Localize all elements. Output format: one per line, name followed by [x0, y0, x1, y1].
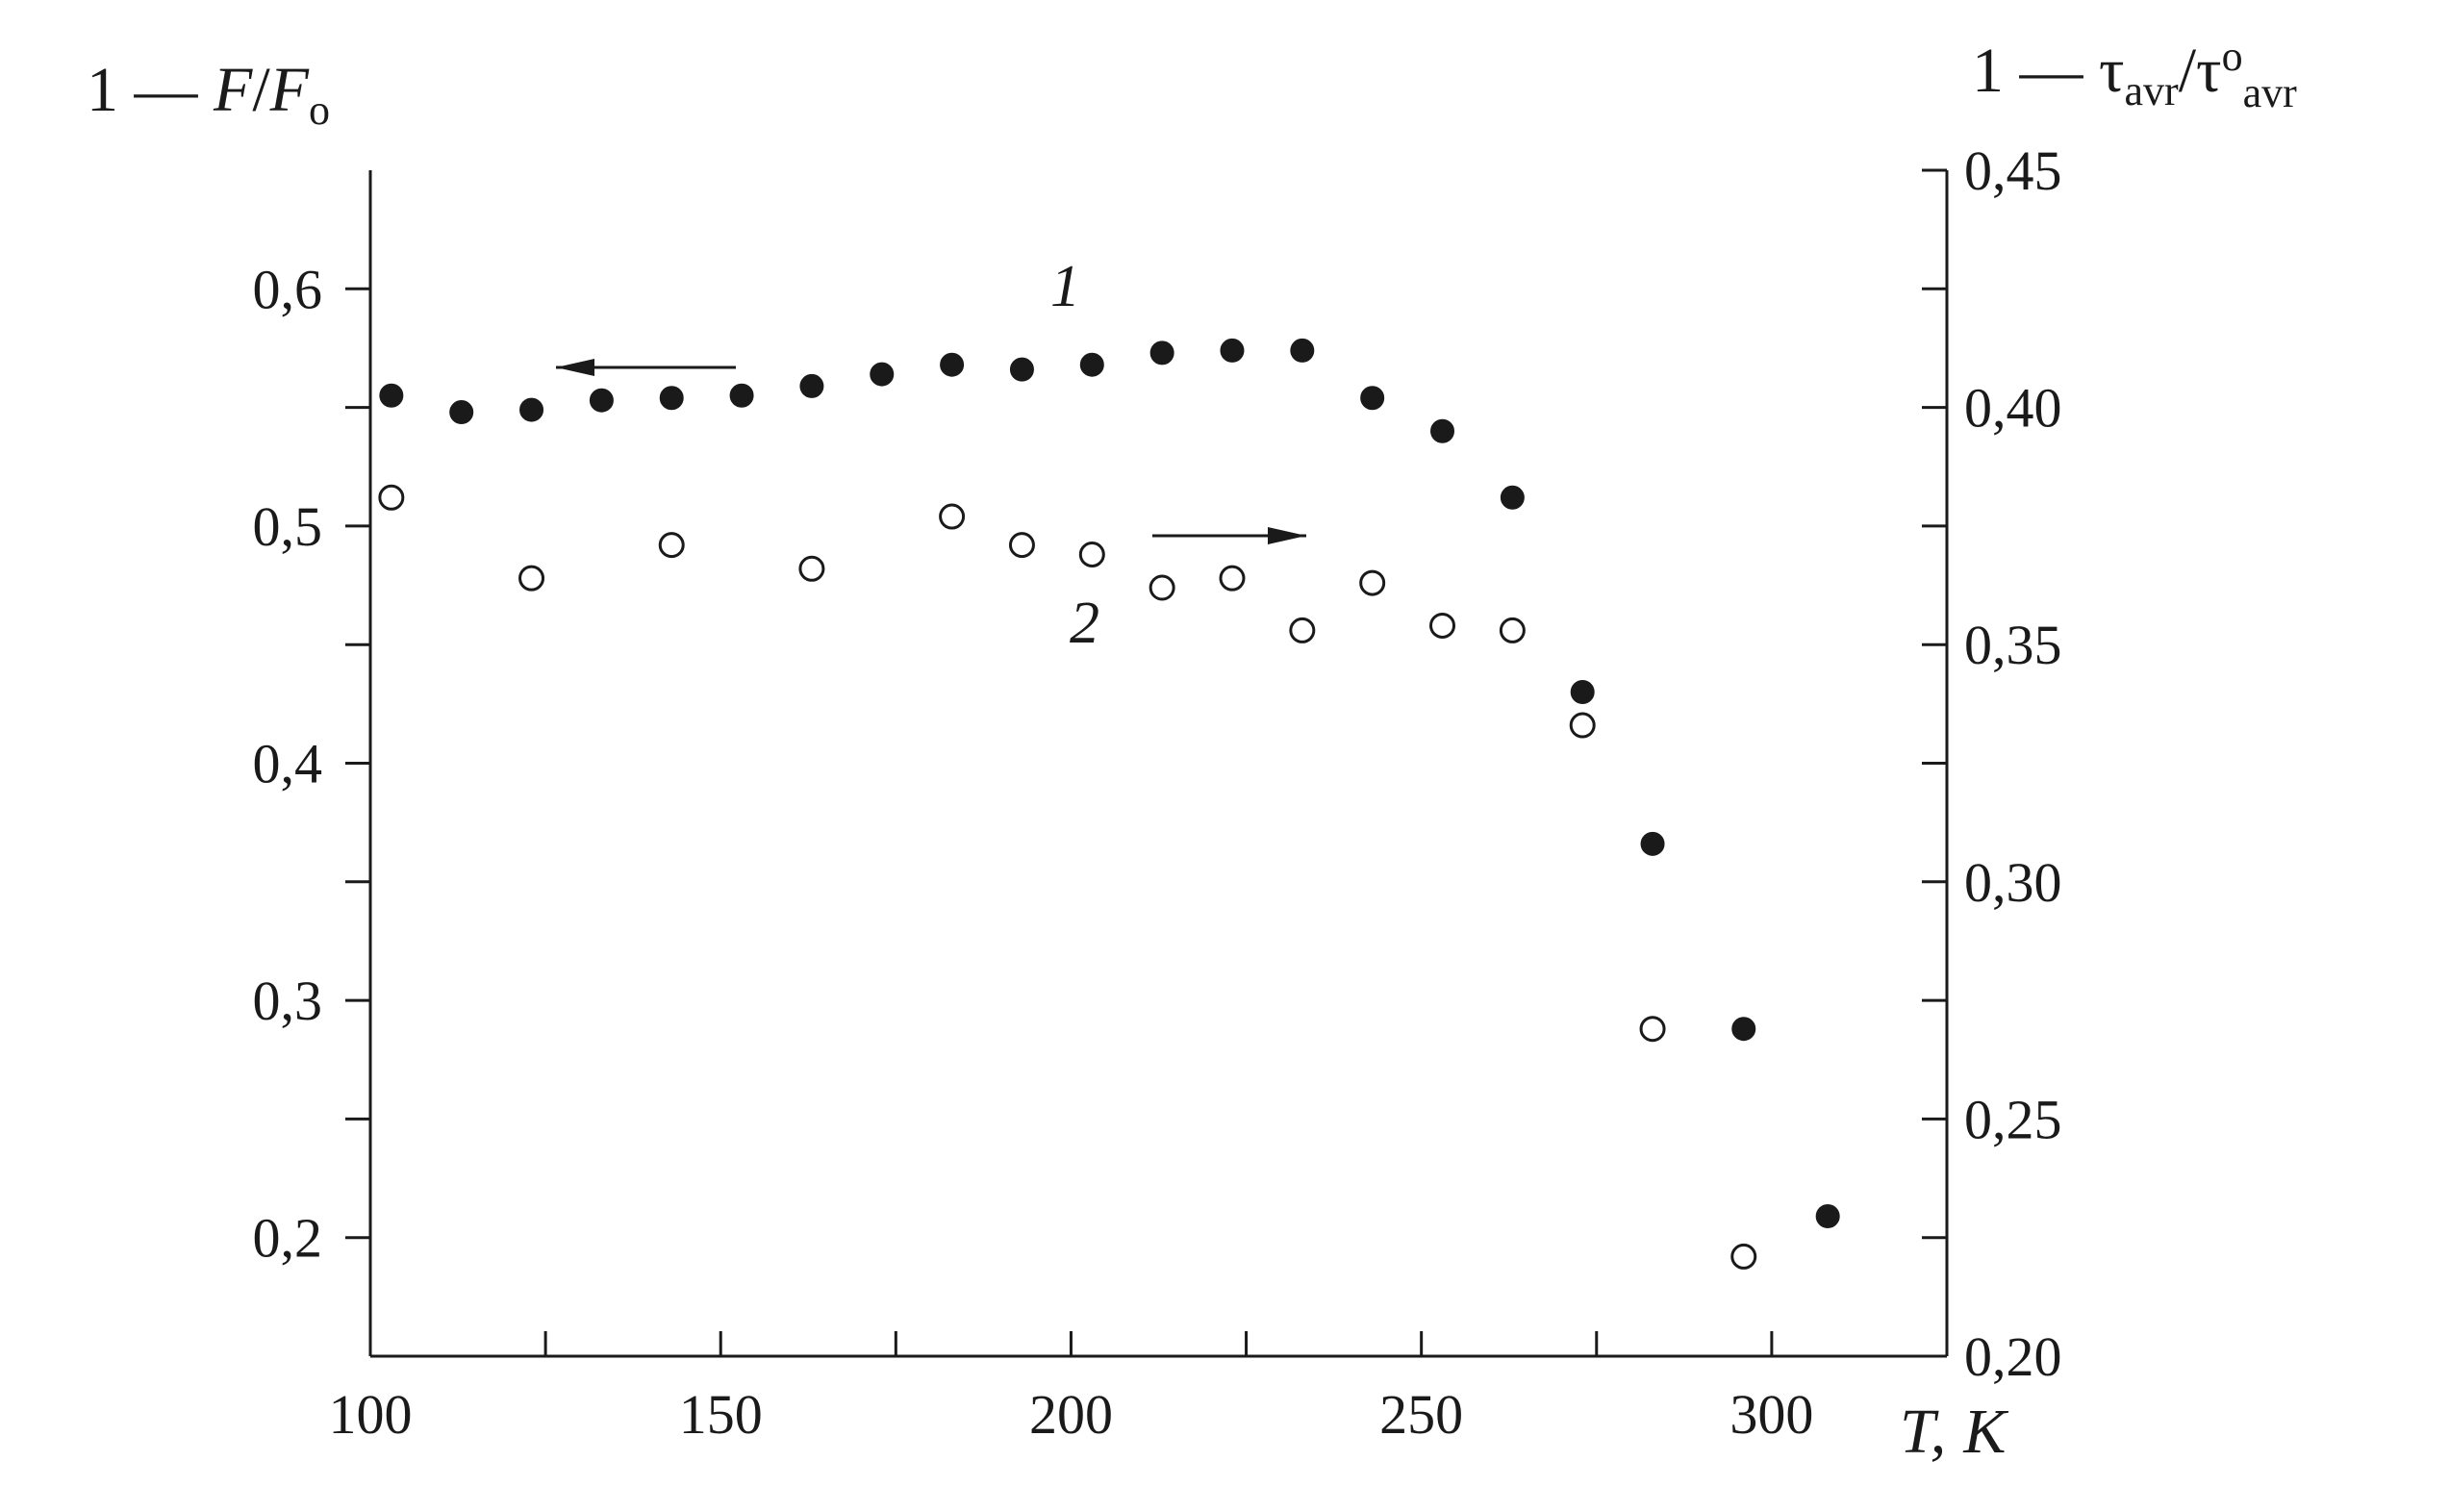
series-1-point — [449, 400, 474, 425]
x-tick-label: 150 — [679, 1383, 763, 1446]
series-2-point — [1639, 1016, 1666, 1043]
series-1-point — [379, 383, 404, 408]
series-1-point — [1079, 352, 1104, 377]
series-2-axis-arrow-right — [1152, 527, 1306, 544]
y-right-tick-label: 0,45 — [1964, 139, 2062, 202]
series-1-point — [1570, 680, 1595, 705]
series-1-axis-arrow-left-head — [556, 359, 594, 376]
series-1-point — [1731, 1017, 1756, 1042]
series-1-axis-arrow-left — [556, 359, 736, 376]
data-points-layer — [378, 338, 1840, 1270]
series-2-point — [1289, 617, 1316, 643]
series-2-point — [378, 484, 405, 511]
series-2-point — [939, 503, 966, 530]
y-right-tick-label: 0,35 — [1964, 614, 2062, 676]
series-1-point — [1290, 338, 1315, 363]
series-1-point — [1360, 386, 1385, 411]
series-1-point — [729, 383, 754, 408]
series-axis-arrows — [556, 359, 1306, 544]
series-2-point — [1078, 541, 1105, 567]
series-1-point — [799, 373, 824, 398]
x-axis-title: T, K — [1900, 1397, 2008, 1467]
series-2-point — [518, 565, 545, 592]
series-2-point — [1569, 712, 1596, 739]
series-1-point — [1815, 1204, 1840, 1229]
y-left-tick-label: 0,5 — [253, 495, 323, 558]
series-1-point — [1640, 831, 1665, 856]
x-tick-label: 200 — [1029, 1383, 1113, 1446]
series-2-point — [658, 532, 685, 559]
y-left-tick-label: 0,4 — [253, 733, 323, 795]
series-1-point — [659, 386, 684, 411]
tick-labels-layer: 100 150 200 250 300 0,2 0,3 0,4 0,5 0,6 0,20 0,25 0,… — [253, 139, 2062, 1446]
x-tick-label: 100 — [329, 1383, 413, 1446]
x-tick-label: 250 — [1379, 1383, 1463, 1446]
series-1-point — [1149, 340, 1174, 365]
ticks-layer — [345, 168, 1947, 1358]
series-1-point — [519, 397, 544, 422]
series-1-point — [870, 362, 895, 387]
series-1-point — [940, 352, 965, 377]
y-right-tick-label: 0,25 — [1964, 1088, 2062, 1150]
series-2-label: 2 — [1070, 591, 1099, 656]
series-2-point — [1359, 569, 1386, 596]
series-1-point — [1009, 357, 1034, 382]
x-tick-label: 300 — [1729, 1383, 1813, 1446]
y-left-tick-label: 0,3 — [253, 970, 323, 1032]
y-left-tick-label: 0,6 — [253, 258, 323, 320]
series-2-point — [798, 555, 825, 582]
series-2-axis-arrow-right-head — [1268, 527, 1306, 544]
y-right-tick-label: 0,30 — [1964, 851, 2062, 914]
series-2-point — [1730, 1243, 1757, 1270]
series-1-point — [1500, 485, 1525, 510]
series-1-point — [589, 388, 614, 413]
series-1-point — [1220, 338, 1245, 363]
series-1-label: 1 — [1050, 254, 1080, 319]
series-1-point — [1430, 418, 1455, 443]
y-right-tick-label: 0,40 — [1964, 377, 2062, 440]
series-2-point — [1149, 574, 1175, 601]
series-2-point — [1219, 565, 1246, 592]
series-2-point — [1429, 612, 1456, 639]
y-right-axis-title: 1 — τavr/τoavr — [1972, 33, 2297, 116]
y-left-tick-label: 0,2 — [253, 1207, 323, 1270]
y-left-axis-title: 1 — F/Fo — [87, 55, 330, 134]
y-right-tick-label: 0,20 — [1964, 1325, 2062, 1388]
series-2-point — [1008, 532, 1035, 559]
series-2-point — [1499, 617, 1526, 643]
